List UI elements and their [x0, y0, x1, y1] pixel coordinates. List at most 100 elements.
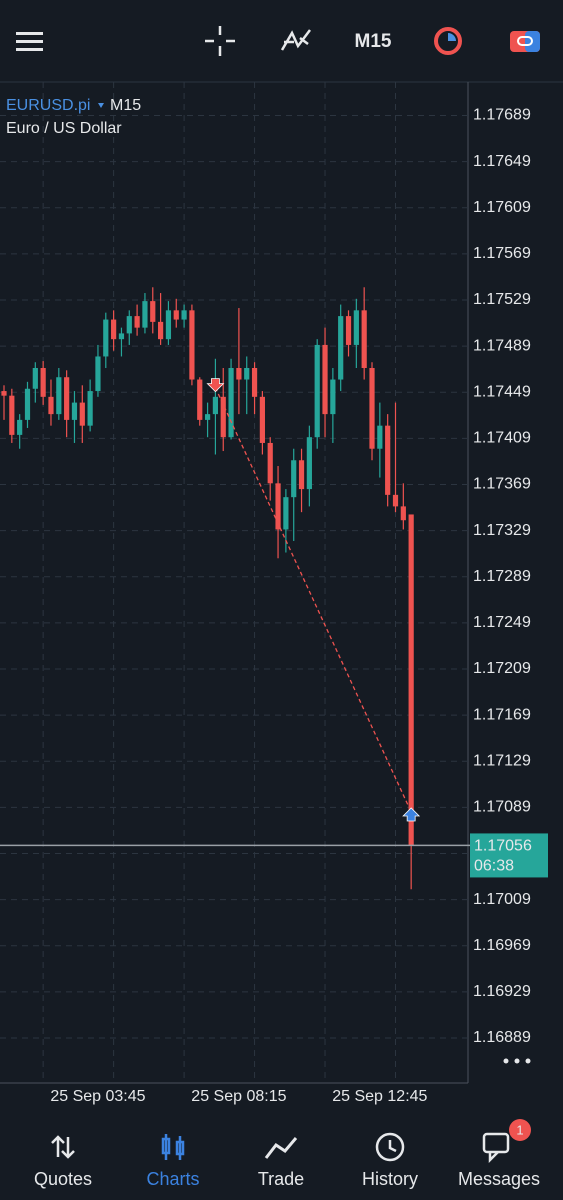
more-button[interactable]	[503, 1058, 531, 1064]
badge	[509, 1119, 531, 1141]
y-tick-label: 1.17609	[473, 199, 531, 216]
candle-body	[17, 419, 23, 435]
candle-body	[400, 506, 406, 521]
nav-tab[interactable]: History	[362, 1169, 418, 1189]
candle-body	[165, 310, 172, 340]
charts-icon	[161, 1134, 185, 1160]
y-tick-label: 1.17209	[473, 660, 531, 677]
candle-body	[189, 310, 195, 380]
bid-label-bg	[470, 833, 548, 878]
x-tick-label: 25 Sep 12:45	[332, 1088, 427, 1105]
y-tick-label: 1.17089	[473, 799, 531, 816]
indicators-button[interactable]	[280, 29, 311, 51]
candle-body	[392, 494, 399, 507]
candle-body	[369, 368, 375, 449]
sell-marker	[206, 378, 225, 393]
candle-body	[361, 310, 367, 368]
y-tick-label: 1.17169	[473, 706, 531, 723]
candle-body	[322, 344, 328, 415]
candle-body	[48, 396, 54, 415]
candle-body	[150, 301, 156, 322]
menu-button[interactable]	[16, 32, 43, 51]
messages-icon	[482, 1132, 510, 1164]
candle-body	[1, 391, 7, 396]
bid-price: 1.17056	[474, 838, 532, 855]
y-tick-label: 1.17129	[473, 752, 531, 769]
candle-body	[306, 437, 312, 490]
quotes-icon	[51, 1135, 75, 1159]
candle-body	[408, 514, 414, 846]
candle-body	[56, 377, 62, 415]
candle-body	[345, 316, 352, 345]
y-tick-label: 1.17689	[473, 107, 531, 124]
candle-body	[71, 402, 78, 420]
candle-body	[158, 321, 164, 340]
candle-body	[103, 319, 109, 357]
x-tick-label: 25 Sep 03:45	[50, 1088, 145, 1105]
candle-body	[24, 388, 31, 420]
nav-tab[interactable]: Quotes	[34, 1169, 92, 1189]
candle-body	[181, 310, 187, 320]
y-tick-label: 1.17409	[473, 430, 531, 447]
candle-body	[134, 316, 140, 328]
trade-button[interactable]	[434, 27, 462, 55]
candle-body	[212, 396, 219, 415]
candle-body	[385, 425, 391, 495]
candle-body	[142, 301, 148, 328]
x-tick-label: 25 Sep 08:15	[191, 1088, 286, 1105]
candle-body	[204, 414, 211, 420]
trade-line	[214, 387, 412, 813]
candle-body	[9, 395, 15, 435]
candle-body	[298, 460, 305, 490]
history-icon	[375, 1132, 405, 1162]
candle-body	[283, 497, 289, 530]
y-tick-label: 1.16889	[473, 1029, 531, 1046]
y-tick-label: 1.17329	[473, 522, 531, 539]
candle-body	[220, 396, 226, 438]
candle-body	[267, 442, 273, 484]
symbol: EURUSD.pi	[6, 97, 90, 114]
y-tick-label: 1.17649	[473, 153, 531, 170]
nav-tab[interactable]: Messages	[458, 1169, 540, 1189]
candle-body	[259, 396, 265, 443]
candle-body	[40, 368, 46, 397]
y-tick-label: 1.16969	[473, 937, 531, 954]
y-tick-label: 1.17289	[473, 568, 531, 585]
candle-body	[338, 316, 344, 380]
candle-body	[314, 344, 320, 438]
y-tick-label: 1.17249	[473, 614, 531, 631]
candle-body	[377, 425, 383, 449]
candle-body	[126, 316, 132, 334]
candle-body	[353, 310, 359, 345]
candle-body	[95, 356, 101, 392]
candle-body	[197, 379, 203, 420]
y-tick-label: 1.17489	[473, 337, 531, 354]
candle-body	[118, 333, 125, 340]
nav-tab[interactable]: Charts	[146, 1169, 199, 1189]
candle-body	[236, 368, 242, 380]
timeframe-button[interactable]: M15	[355, 31, 392, 52]
candle-body	[275, 483, 281, 530]
y-tick-label: 1.17529	[473, 291, 531, 308]
candle-body	[330, 379, 336, 415]
bottom-nav: 1 Quotes Charts Trade History Messages	[34, 1119, 540, 1189]
candle-body	[64, 377, 70, 420]
candle-body	[173, 310, 179, 320]
candle-body	[32, 368, 38, 389]
y-tick-label: 1.17369	[473, 476, 531, 493]
symbol-description: Euro / US Dollar	[6, 120, 122, 137]
badge-count: 1	[516, 1122, 523, 1137]
candle-body	[244, 368, 250, 380]
symbol-dropdown[interactable]	[98, 103, 104, 108]
trade-icon	[264, 1137, 298, 1159]
crosshair-button[interactable]	[205, 26, 235, 56]
candle-body	[111, 319, 117, 340]
y-tick-label: 1.17449	[473, 383, 531, 400]
candles	[1, 287, 421, 890]
y-tick-label: 1.16929	[473, 983, 531, 1000]
nav-tab[interactable]: Trade	[258, 1169, 304, 1189]
bid-time: 06:38	[474, 858, 514, 875]
account-button[interactable]	[510, 31, 540, 52]
